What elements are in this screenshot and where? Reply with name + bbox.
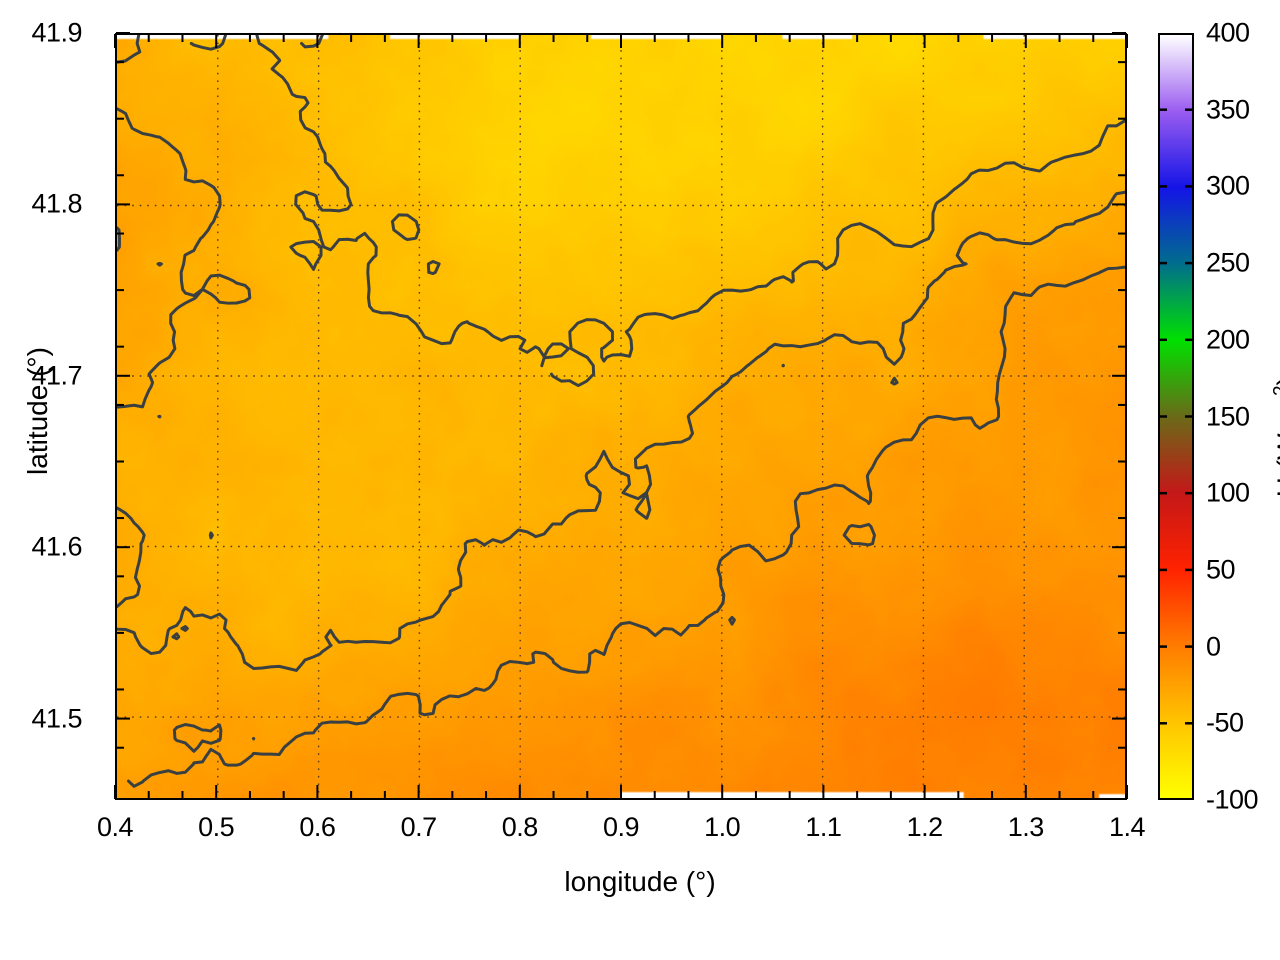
- x-tick-label: 0.4: [96, 812, 134, 842]
- x-tick-label: 0.6: [299, 812, 336, 842]
- x-tick-label: 0.5: [198, 812, 235, 842]
- colorbar-tick-label: 50: [1206, 554, 1236, 585]
- y-tick-label: 41.9: [31, 17, 82, 48]
- x-tick-label: 1.1: [805, 812, 842, 842]
- colorbar-tick-label: -100: [1206, 784, 1259, 815]
- y-tick-label: 41.7: [31, 360, 82, 391]
- colorbar-tick-label: -50: [1206, 707, 1244, 738]
- colorbar-tick-marks: [1158, 108, 1194, 725]
- x-tick-label: 0.9: [602, 812, 640, 842]
- x-tick-label: 1.3: [1007, 812, 1045, 842]
- colorbar-tick-label: 350: [1206, 94, 1250, 125]
- y-tick-label: 41.6: [31, 531, 82, 562]
- colorbar-tick-label: 300: [1206, 170, 1250, 201]
- y-tick-label: 41.5: [31, 703, 82, 734]
- x-tick-label: 0.8: [501, 812, 539, 842]
- colorbar-tick-label: 250: [1206, 247, 1250, 278]
- x-tick-label: 1.4: [1108, 812, 1146, 842]
- colorbar-tick-label: 400: [1206, 17, 1250, 48]
- x-tick-label: 1.0: [704, 812, 741, 842]
- plot-area: [115, 33, 1127, 800]
- colorbar-title-close: ): [1272, 376, 1280, 385]
- y-axis-title: latitude (°): [22, 347, 53, 475]
- x-tick-label: 0.7: [400, 812, 438, 842]
- colorbar-title-exponent: -2: [1270, 385, 1280, 403]
- contour-lines: [117, 35, 1125, 788]
- colorbar-tick-label: 150: [1206, 401, 1250, 431]
- colorbar-title: H (W m-2): [1270, 317, 1280, 557]
- grid-lines: [117, 35, 1125, 798]
- x-axis-title: longitude (°): [564, 866, 716, 897]
- colorbar-tick-label: 0: [1206, 631, 1221, 662]
- x-tick-label: 1.2: [906, 812, 944, 842]
- colorbar-tick-label: 100: [1206, 477, 1250, 508]
- colorbar-tick-label: 200: [1206, 324, 1250, 355]
- y-tick-label: 41.8: [31, 188, 82, 219]
- colorbar-title-text: H (W m: [1271, 402, 1280, 497]
